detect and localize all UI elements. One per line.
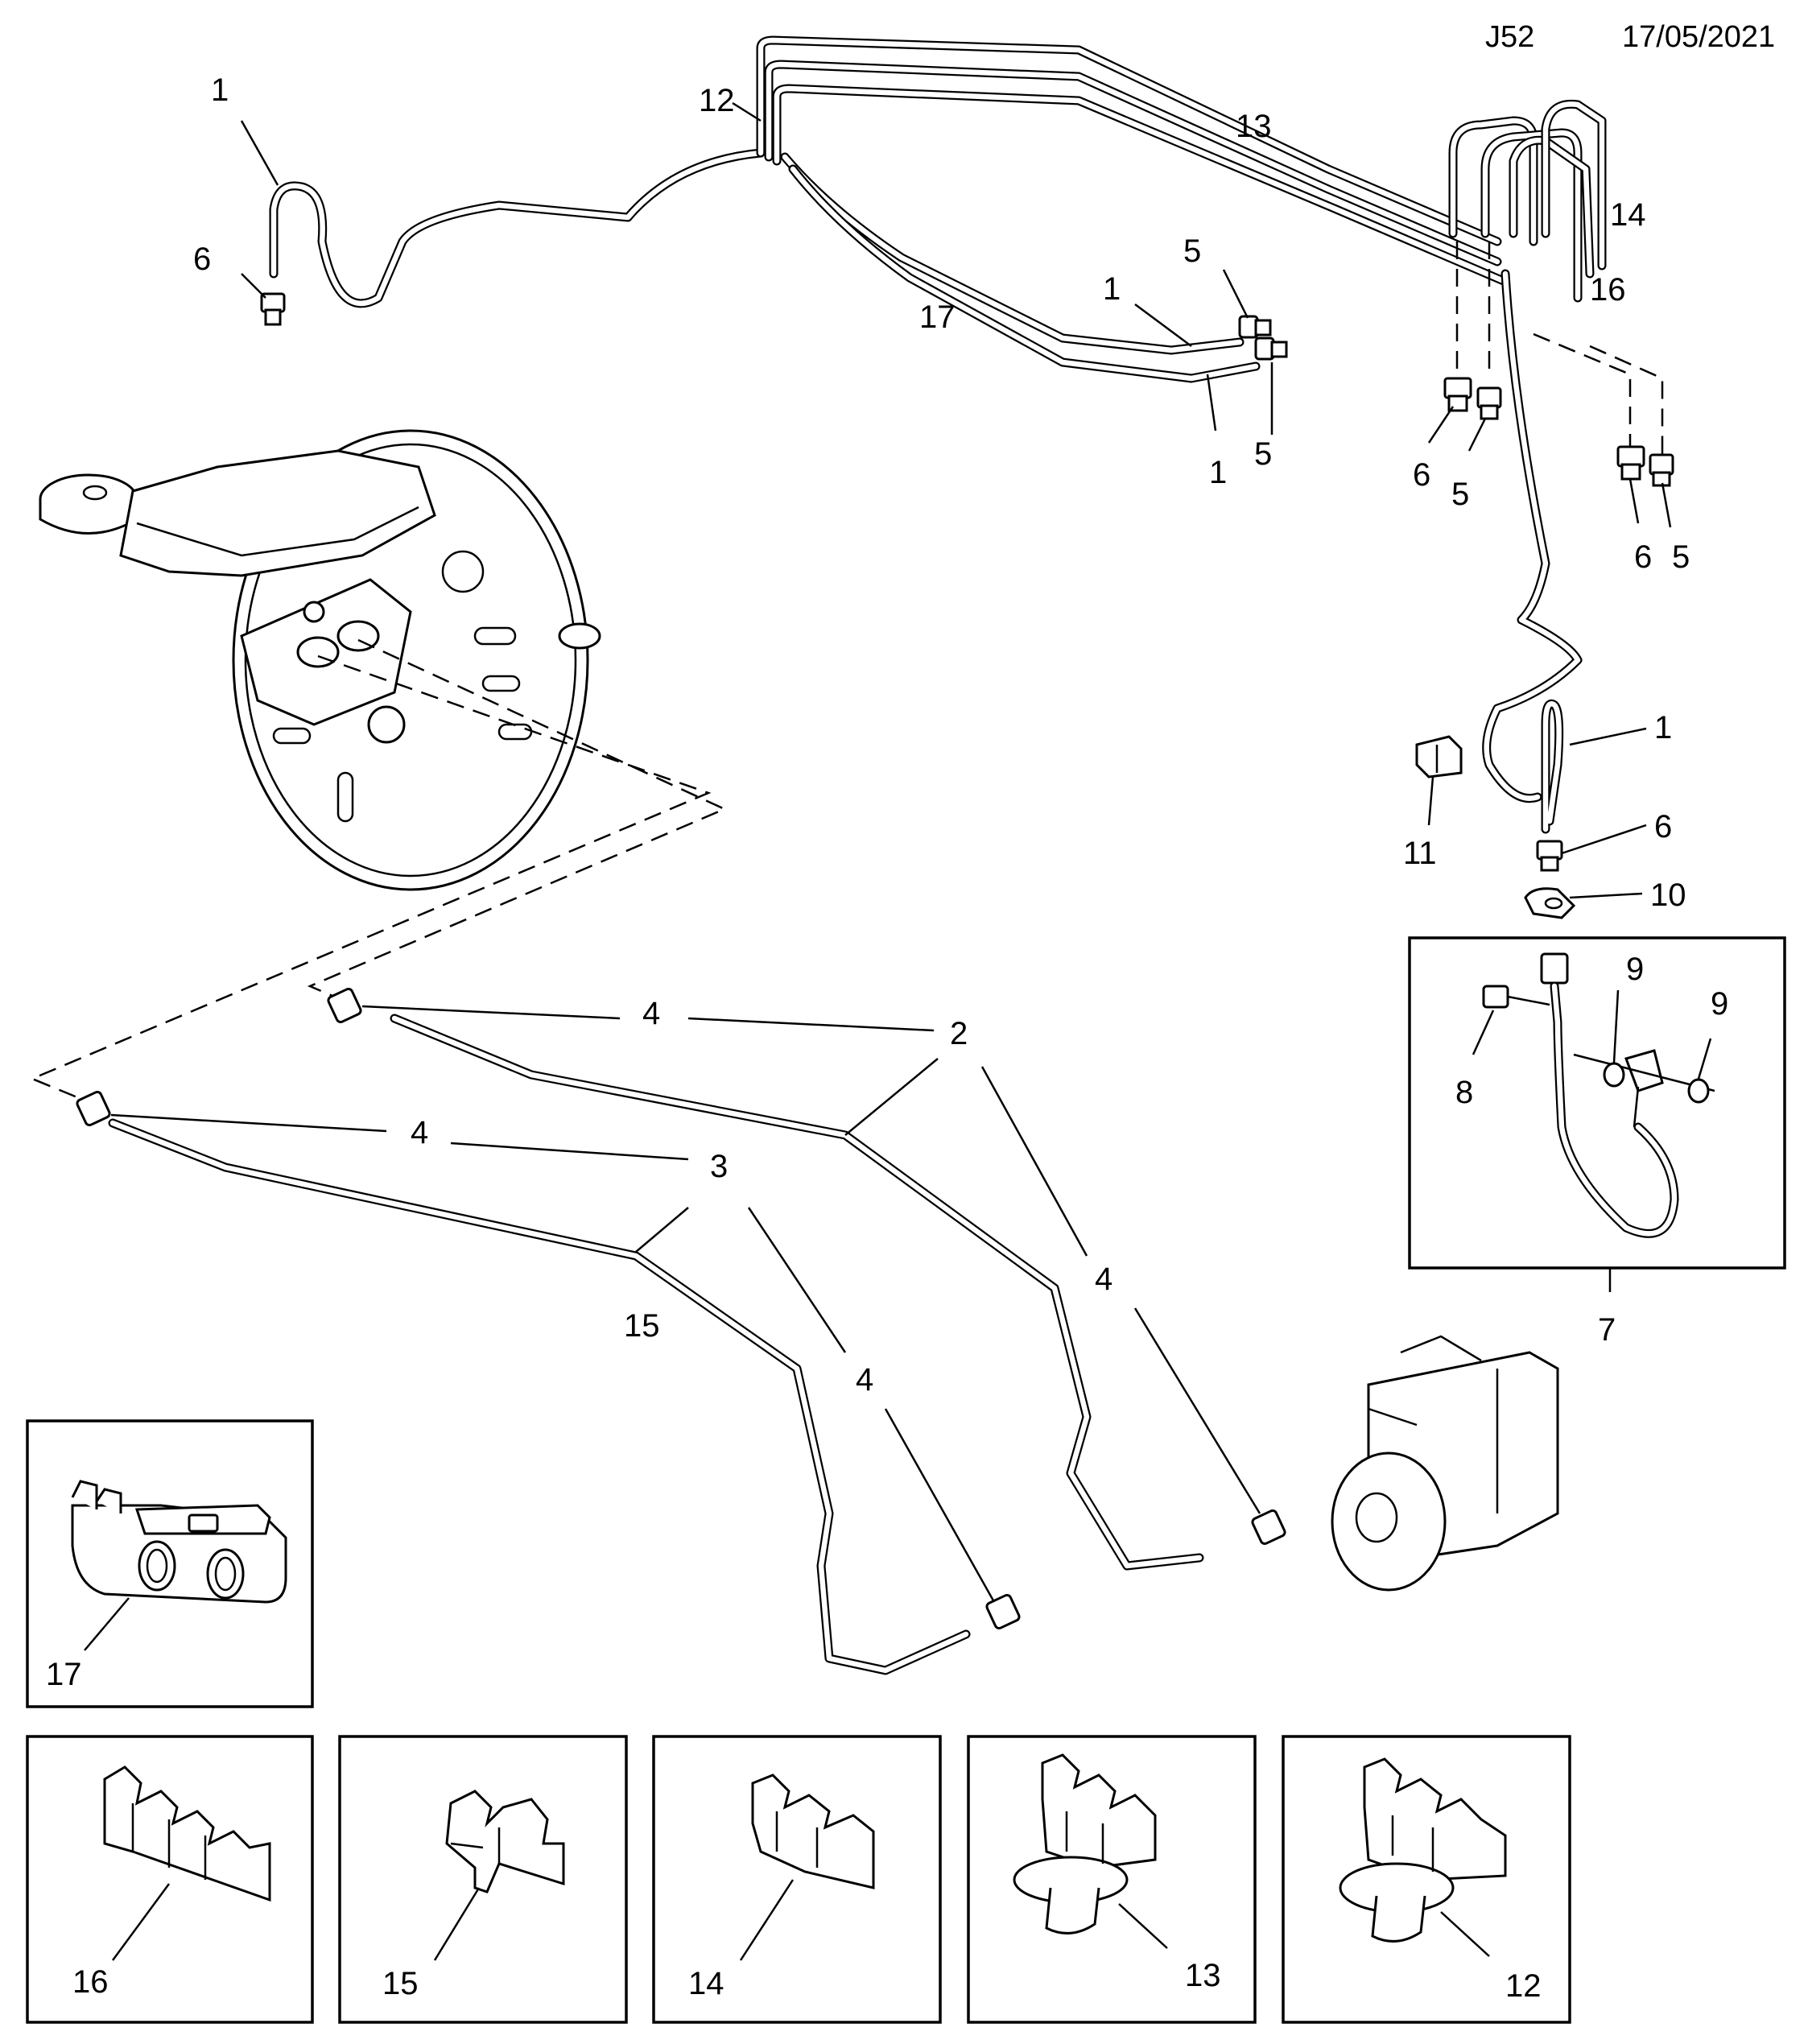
callout-11: 11 [1403, 836, 1437, 871]
callout-1: 1 [1103, 271, 1121, 307]
callout-5: 5 [1183, 233, 1201, 269]
clip-15 [445, 1790, 565, 1893]
bracket-10 [1524, 887, 1576, 919]
fitting-nut-4-c [1251, 1509, 1286, 1546]
diagram-code: J52 [1485, 20, 1534, 54]
leader-dashed [29, 654, 712, 1109]
callout-8: 8 [1455, 1075, 1473, 1110]
leader-line [1440, 1911, 1490, 1957]
fitting-nut-5-right-b [1649, 453, 1674, 487]
callout-4: 4 [856, 1362, 873, 1398]
inset-label-12: 12 [1505, 1968, 1542, 2004]
inset-label-15: 15 [382, 1966, 419, 2001]
inset-box-14 [652, 1735, 942, 2024]
leader-dashed [1589, 345, 1664, 455]
leader-line [433, 1887, 481, 1961]
callout-3: 3 [710, 1149, 728, 1184]
lower-brake-pipes [108, 1014, 1204, 1675]
clip-14 [751, 1774, 875, 1889]
callout-6: 6 [1654, 809, 1672, 844]
callout-1: 1 [1209, 455, 1227, 490]
leader-line [84, 1597, 130, 1651]
callout-4: 4 [1095, 1261, 1112, 1297]
inset-label-13: 13 [1185, 1958, 1221, 1993]
brake-booster-master-cylinder [39, 429, 601, 891]
upper-pipe-bundle [269, 35, 1607, 834]
leader-lines [110, 101, 1712, 1603]
callout-4: 4 [642, 996, 660, 1031]
callout-17: 17 [919, 299, 956, 335]
leader-dashed [307, 638, 728, 1000]
leader-line [739, 1879, 795, 1961]
callout-1: 1 [211, 72, 229, 108]
fitting-nut-6-right-a [1443, 377, 1472, 412]
callout-labels: 1 6 12 13 14 16 5 1 17 5 1 6 5 6 5 1 11 … [193, 72, 1728, 1398]
callout-5: 5 [1254, 436, 1272, 472]
leader-line [1118, 1903, 1168, 1949]
callout-6: 6 [1413, 457, 1430, 493]
fitting-nut-5-upper-2 [1254, 337, 1288, 361]
fitting-nut-5-right-a [1476, 386, 1502, 420]
leader-line [111, 1883, 171, 1961]
leader-dashed [1533, 332, 1632, 447]
callout-10: 10 [1650, 877, 1686, 913]
callout-6: 6 [1634, 539, 1652, 575]
fitting-nut-4-d [985, 1593, 1021, 1630]
callout-13: 13 [1236, 109, 1272, 144]
fitting-nut-6-right-b [1616, 445, 1645, 481]
fitting-nut-4-b [76, 1090, 111, 1127]
callout-7: 7 [1598, 1312, 1616, 1348]
fitting-nut-4-a [327, 987, 362, 1024]
callout-16: 16 [1590, 272, 1626, 308]
callout-6: 6 [193, 242, 211, 277]
inset-label-17: 17 [46, 1657, 82, 1692]
fitting-nut-6-top-left [260, 292, 286, 326]
flex-hose-assembly-7 [1482, 952, 1715, 1238]
fitting-nut-6-lower [1536, 840, 1563, 872]
inset-box-7 [1408, 936, 1786, 1270]
callout-15: 15 [624, 1308, 660, 1344]
clip-12 [1339, 1757, 1507, 1943]
clip-17 [71, 1480, 287, 1604]
callout-1: 1 [1654, 710, 1672, 745]
callout-12: 12 [699, 83, 735, 118]
fitting-nut-5-upper-1 [1238, 315, 1272, 339]
callout-9: 9 [1711, 986, 1728, 1022]
inset-label-14: 14 [688, 1966, 724, 2001]
connector-11 [1415, 735, 1463, 778]
callout-5: 5 [1672, 539, 1690, 575]
callout-4: 4 [411, 1115, 428, 1150]
clip-16 [103, 1765, 271, 1902]
abs-modulator [1331, 1335, 1559, 1592]
callout-5: 5 [1451, 477, 1469, 512]
callout-14: 14 [1610, 197, 1646, 233]
clip-13 [1013, 1753, 1157, 1935]
inset-label-16: 16 [72, 1964, 109, 2000]
callout-9: 9 [1626, 952, 1644, 987]
callout-2: 2 [950, 1016, 968, 1051]
diagram-date: 17/05/2021 [1622, 20, 1775, 54]
